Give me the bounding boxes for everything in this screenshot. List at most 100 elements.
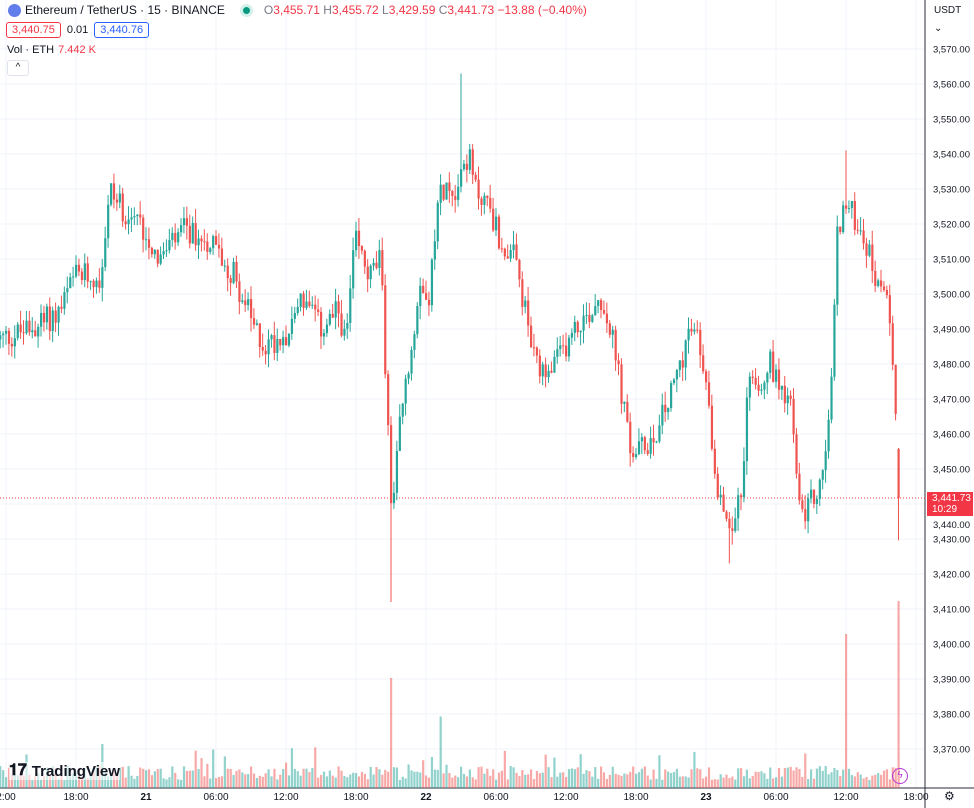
- candle-body: [69, 277, 72, 289]
- volume-bar: [500, 770, 504, 788]
- price-tick-label: 3,420.00: [933, 570, 970, 581]
- currency-selector[interactable]: USDT ⌄: [934, 5, 962, 34]
- volume-bar: [42, 775, 46, 788]
- candle-body: [567, 337, 571, 357]
- candle-body: [430, 259, 434, 306]
- volume-bar: [547, 767, 550, 788]
- candle-body: [678, 360, 681, 371]
- candle-body: [801, 500, 804, 510]
- volume-bar: [850, 775, 854, 788]
- candle-body: [375, 262, 378, 268]
- volume-bar: [512, 767, 515, 788]
- candle-body: [483, 195, 486, 205]
- candle-body: [775, 369, 778, 382]
- candle-body: [772, 351, 775, 382]
- volume-bar: [37, 773, 40, 788]
- volume-bar: [22, 775, 25, 788]
- candle-body: [436, 202, 439, 242]
- candle-body: [314, 304, 317, 310]
- volume-bar: [646, 775, 649, 788]
- candle-body: [10, 343, 14, 347]
- volume-bar: [754, 771, 757, 788]
- volume-bar: [885, 769, 889, 788]
- settings-icon[interactable]: ⚙: [944, 789, 955, 803]
- candle-body: [614, 329, 617, 361]
- candle-body: [486, 195, 489, 198]
- candle-body: [261, 347, 264, 351]
- volume-bar: [614, 773, 617, 788]
- volume-bar: [696, 768, 699, 788]
- candle-body: [757, 384, 760, 391]
- candle-body: [874, 270, 877, 287]
- volume-bar: [317, 777, 320, 788]
- volume-bar: [600, 766, 603, 788]
- volume-bar: [588, 771, 591, 788]
- collapse-legend-button[interactable]: ^: [7, 60, 29, 76]
- price-tick-label: 3,370.00: [933, 745, 970, 756]
- volume-bar: [623, 773, 626, 788]
- candle-body: [133, 216, 136, 218]
- volume-bar: [136, 775, 139, 788]
- volume-bar: [865, 777, 868, 788]
- volume-bar: [343, 775, 346, 788]
- volume-bar: [238, 769, 241, 788]
- candle-body: [576, 321, 579, 333]
- volume-bar: [270, 776, 273, 788]
- candle-body: [258, 323, 261, 348]
- tradingview-logo[interactable]: 𝟏𝟕 TradingView: [9, 762, 120, 780]
- candle-body: [559, 345, 562, 350]
- candle-body: [247, 299, 250, 306]
- candle-body: [229, 278, 232, 283]
- buy-button[interactable]: 3,440.76: [94, 22, 150, 38]
- volume-bar: [538, 773, 541, 788]
- volume-bar: [687, 777, 690, 788]
- volume-bar: [69, 776, 72, 788]
- candle-body: [652, 438, 655, 443]
- candle-body: [5, 330, 8, 334]
- candle-body: [124, 221, 127, 225]
- volume-bar: [366, 779, 369, 788]
- candle-body: [381, 250, 384, 286]
- candle-body: [232, 261, 235, 283]
- candle-body: [220, 248, 224, 266]
- volume-bar: [384, 769, 387, 788]
- volume-bar: [868, 779, 871, 788]
- candle-body: [710, 405, 714, 449]
- volume-bar: [751, 775, 754, 788]
- candle-body: [384, 285, 387, 375]
- volume-bar: [486, 768, 489, 788]
- volume-bar: [553, 757, 556, 788]
- volume-bar: [285, 762, 288, 788]
- time-tick-label: 18:00: [903, 792, 928, 803]
- candle-body: [337, 301, 340, 314]
- candle-body: [343, 328, 346, 336]
- candle-body: [780, 385, 784, 390]
- candle-body: [425, 293, 428, 300]
- volume-bar: [550, 777, 553, 788]
- volume-bar: [5, 777, 8, 788]
- candle-body: [130, 217, 133, 220]
- volume-bar: [579, 754, 582, 788]
- volume-bar: [0, 766, 2, 788]
- candle-body: [894, 364, 897, 415]
- volume-bar: [250, 766, 253, 788]
- volume-bar: [824, 766, 827, 788]
- volume-bar: [532, 779, 536, 788]
- volume-bar: [16, 775, 19, 788]
- lightning-icon[interactable]: ϟ: [892, 768, 908, 784]
- volume-bar: [153, 771, 156, 788]
- volume-bar: [448, 773, 451, 788]
- candle-body: [340, 313, 343, 336]
- candle-body: [853, 201, 856, 230]
- volume-bar: [40, 779, 43, 788]
- volume-bar: [223, 756, 226, 788]
- candle-body: [51, 310, 54, 332]
- symbol-title[interactable]: Ethereum / TetherUS · 15 · BINANCE: [25, 3, 225, 17]
- volume-bar: [258, 775, 261, 788]
- candle-body: [690, 328, 693, 332]
- candle-body: [524, 300, 527, 307]
- candle-body: [203, 241, 206, 243]
- volume-bar: [410, 770, 413, 788]
- sell-button[interactable]: 3,440.75: [6, 22, 61, 38]
